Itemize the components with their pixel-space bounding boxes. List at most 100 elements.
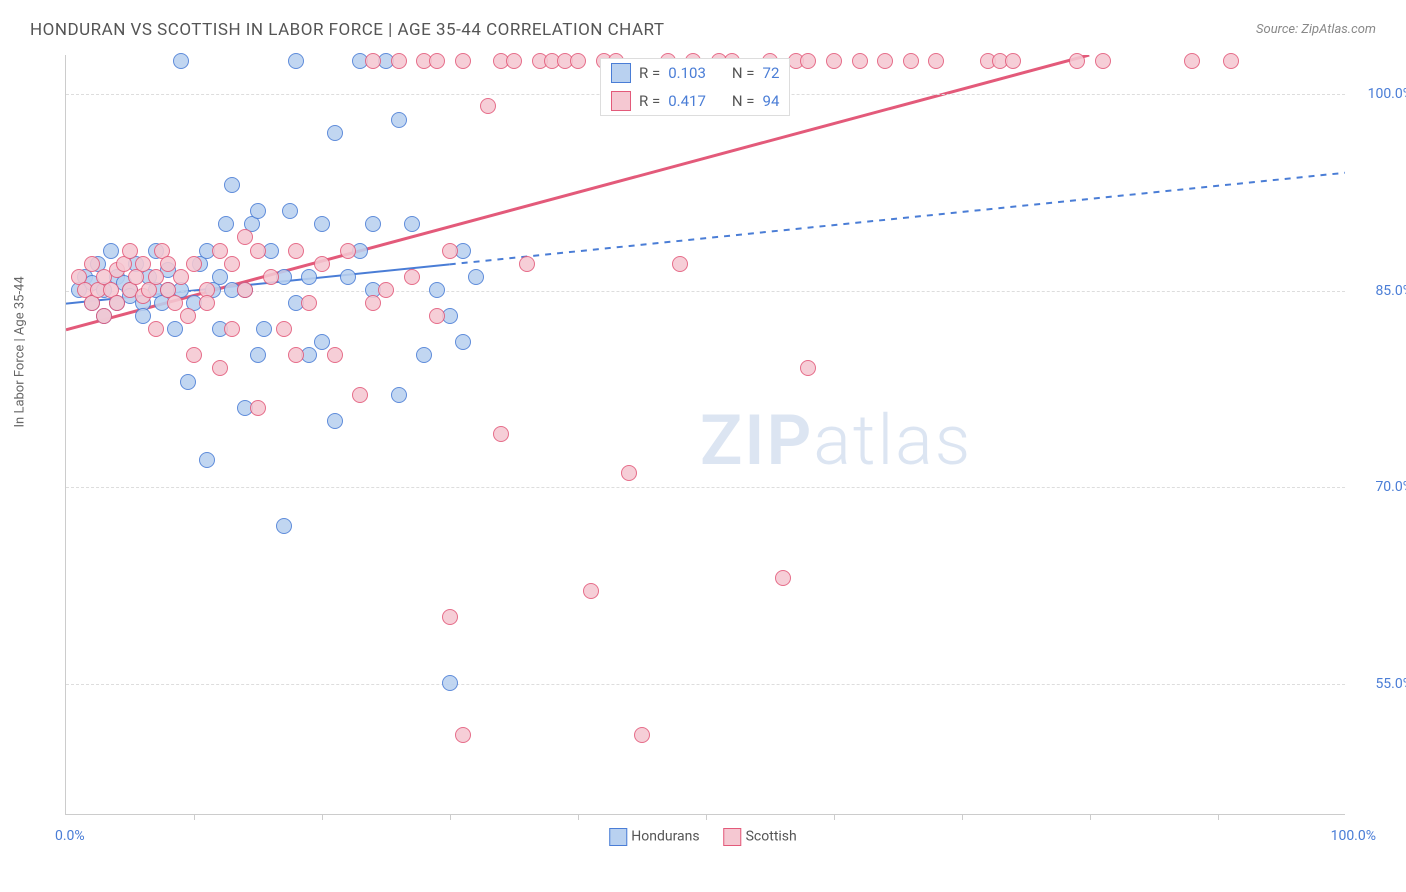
scatter-point xyxy=(1005,53,1021,69)
scatter-point xyxy=(237,229,253,245)
scatter-point xyxy=(903,53,919,69)
scatter-point xyxy=(493,426,509,442)
scatter-point xyxy=(250,400,266,416)
scatter-point xyxy=(570,53,586,69)
x-tick xyxy=(1218,814,1219,820)
scatter-point xyxy=(167,295,183,311)
x-tick xyxy=(450,814,451,820)
y-gridline xyxy=(66,684,1345,685)
scatter-point xyxy=(224,321,240,337)
scatter-point xyxy=(1223,53,1239,69)
scatter-point xyxy=(250,347,266,363)
scatter-point xyxy=(429,53,445,69)
scatter-point xyxy=(352,387,368,403)
scatter-point xyxy=(160,256,176,272)
scatter-point xyxy=(327,347,343,363)
y-tick-label: 70.0% xyxy=(1375,479,1406,495)
scatter-point xyxy=(480,98,496,114)
scatter-point xyxy=(327,125,343,141)
scatter-point xyxy=(404,216,420,232)
stats-box: R =0.103N =72R =0.417N =94 xyxy=(600,58,790,116)
scatter-point xyxy=(877,53,893,69)
scatter-point xyxy=(186,347,202,363)
scatter-point xyxy=(314,256,330,272)
stats-swatch xyxy=(611,63,631,83)
scatter-point xyxy=(109,295,125,311)
scatter-point xyxy=(199,295,215,311)
scatter-point xyxy=(148,269,164,285)
y-tick-label: 100.0% xyxy=(1368,86,1406,102)
stat-n-value: 94 xyxy=(763,92,780,110)
scatter-point xyxy=(173,53,189,69)
scatter-point xyxy=(327,413,343,429)
scatter-point xyxy=(212,360,228,376)
x-tick xyxy=(322,814,323,820)
x-tick xyxy=(962,814,963,820)
scatter-point xyxy=(391,387,407,403)
scatter-point xyxy=(852,53,868,69)
scatter-point xyxy=(212,243,228,259)
y-tick-label: 55.0% xyxy=(1375,676,1406,692)
x-tick xyxy=(834,814,835,820)
scatter-point xyxy=(276,518,292,534)
scatter-point xyxy=(442,675,458,691)
scatter-point xyxy=(672,256,688,272)
scatter-point xyxy=(237,282,253,298)
scatter-point xyxy=(263,269,279,285)
stat-n-value: 72 xyxy=(763,64,780,82)
source-attribution: Source: ZipAtlas.com xyxy=(1256,22,1376,37)
scatter-point xyxy=(928,53,944,69)
scatter-point xyxy=(416,347,432,363)
legend-label: Scottish xyxy=(746,829,797,845)
scatter-point xyxy=(173,269,189,285)
scatter-point xyxy=(800,360,816,376)
scatter-point xyxy=(468,269,484,285)
scatter-point xyxy=(84,256,100,272)
stat-r-value: 0.417 xyxy=(668,92,706,110)
scatter-point xyxy=(96,308,112,324)
scatter-point xyxy=(775,570,791,586)
scatter-point xyxy=(212,269,228,285)
scatter-point xyxy=(135,256,151,272)
scatter-point xyxy=(800,53,816,69)
stat-n-label: N = xyxy=(732,64,755,82)
scatter-point xyxy=(442,609,458,625)
scatter-point xyxy=(365,216,381,232)
scatter-point xyxy=(1095,53,1111,69)
scatter-point xyxy=(340,269,356,285)
trend-line-dashed xyxy=(450,173,1345,265)
scatter-point xyxy=(224,177,240,193)
legend-label: Hondurans xyxy=(631,829,699,845)
legend-item: Scottish xyxy=(724,828,797,846)
scatter-point xyxy=(301,295,317,311)
scatter-point xyxy=(365,295,381,311)
x-tick xyxy=(194,814,195,820)
trend-lines-svg xyxy=(66,55,1345,814)
stat-r-label: R = xyxy=(639,92,660,110)
scatter-point xyxy=(314,216,330,232)
scatter-point xyxy=(276,321,292,337)
scatter-point xyxy=(186,256,202,272)
scatter-point xyxy=(378,282,394,298)
scatter-point xyxy=(288,243,304,259)
scatter-point xyxy=(519,256,535,272)
x-tick xyxy=(706,814,707,820)
legend-swatch xyxy=(724,828,742,846)
scatter-point xyxy=(583,583,599,599)
scatter-point xyxy=(1184,53,1200,69)
scatter-point xyxy=(103,243,119,259)
legend-swatch xyxy=(609,828,627,846)
y-tick-label: 85.0% xyxy=(1375,283,1406,299)
scatter-point xyxy=(506,53,522,69)
scatter-point xyxy=(429,282,445,298)
chart-title: HONDURAN VS SCOTTISH IN LABOR FORCE | AG… xyxy=(30,20,1376,40)
x-tick xyxy=(578,814,579,820)
legend: Hondurans Scottish xyxy=(609,828,797,846)
stats-swatch xyxy=(611,91,631,111)
scatter-point xyxy=(634,727,650,743)
x-axis-min-label: 0.0% xyxy=(55,828,85,844)
scatter-point xyxy=(218,216,234,232)
legend-item: Hondurans xyxy=(609,828,699,846)
scatter-point xyxy=(199,452,215,468)
scatter-point xyxy=(391,112,407,128)
